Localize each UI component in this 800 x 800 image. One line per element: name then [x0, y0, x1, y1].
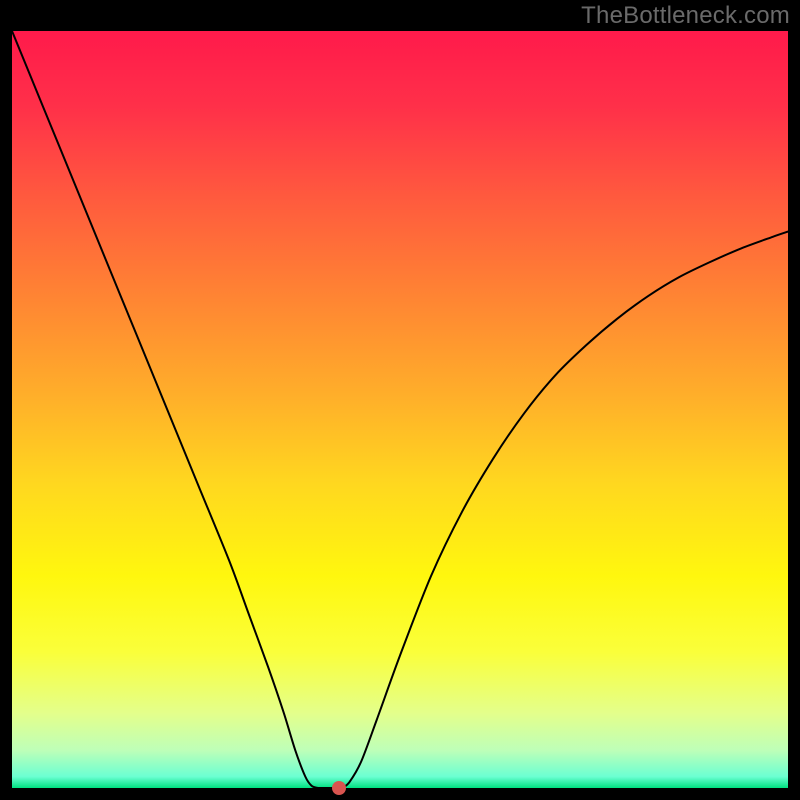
- plot-area: [12, 31, 788, 788]
- optimal-point-marker: [332, 781, 346, 795]
- gradient-background: [12, 31, 788, 788]
- watermark-text: TheBottleneck.com: [581, 2, 790, 30]
- chart-frame: TheBottleneck.com: [0, 0, 800, 800]
